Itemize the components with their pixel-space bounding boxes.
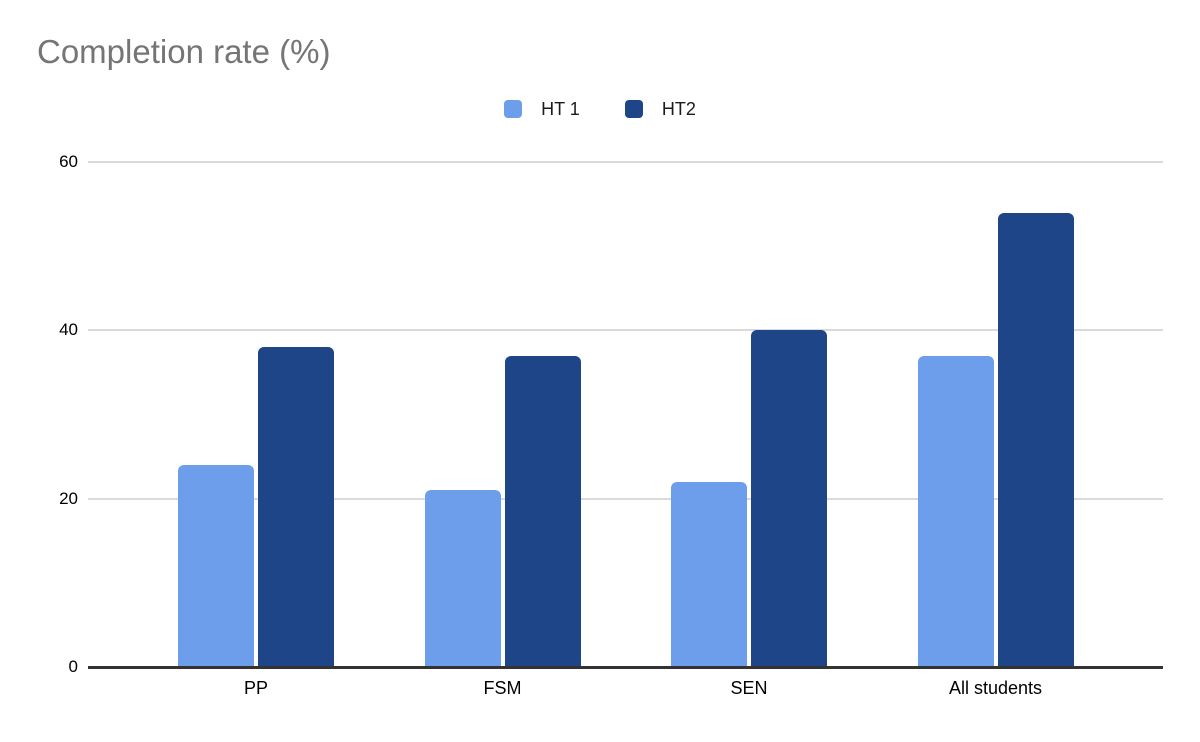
bar-ht-1-fsm [424, 490, 501, 667]
legend-swatch-icon [624, 100, 643, 118]
gridline-60 [88, 161, 1163, 163]
x-category-label-all-students: All students [948, 678, 1043, 698]
y-tick-label-40: 40 [59, 320, 78, 340]
x-category-label-sen: SEN [730, 678, 768, 698]
y-tick-label-60: 60 [59, 152, 78, 171]
bar-ht2-fsm [504, 355, 581, 667]
gridline-20 [88, 497, 1163, 500]
x-axis-line [88, 665, 1163, 669]
legend-label: HT2 [661, 99, 696, 119]
chart-title: Completion rate (%) [37, 33, 331, 70]
y-tick-label-20: 20 [59, 488, 78, 508]
legend-label: HT 1 [541, 99, 580, 119]
bar-ht2-sen [751, 330, 827, 667]
bar-ht-1-sen [671, 481, 747, 667]
gridline-40 [88, 329, 1163, 332]
bar-ht2-pp [258, 347, 334, 667]
chart-legend: HT 1 HT2 [0, 100, 1200, 118]
legend-item-ht-1: HT 1 [504, 100, 580, 118]
x-category-label-pp: PP [243, 678, 269, 698]
legend-swatch-icon [504, 100, 523, 118]
y-tick-label-0: 0 [68, 657, 78, 676]
bar-ht2-all-students [997, 212, 1074, 667]
bar-ht-1-pp [178, 465, 254, 667]
legend-item-ht2: HT2 [624, 99, 696, 119]
x-category-label-fsm: FSM [483, 678, 522, 698]
bar-ht-1-all-students [917, 355, 994, 667]
